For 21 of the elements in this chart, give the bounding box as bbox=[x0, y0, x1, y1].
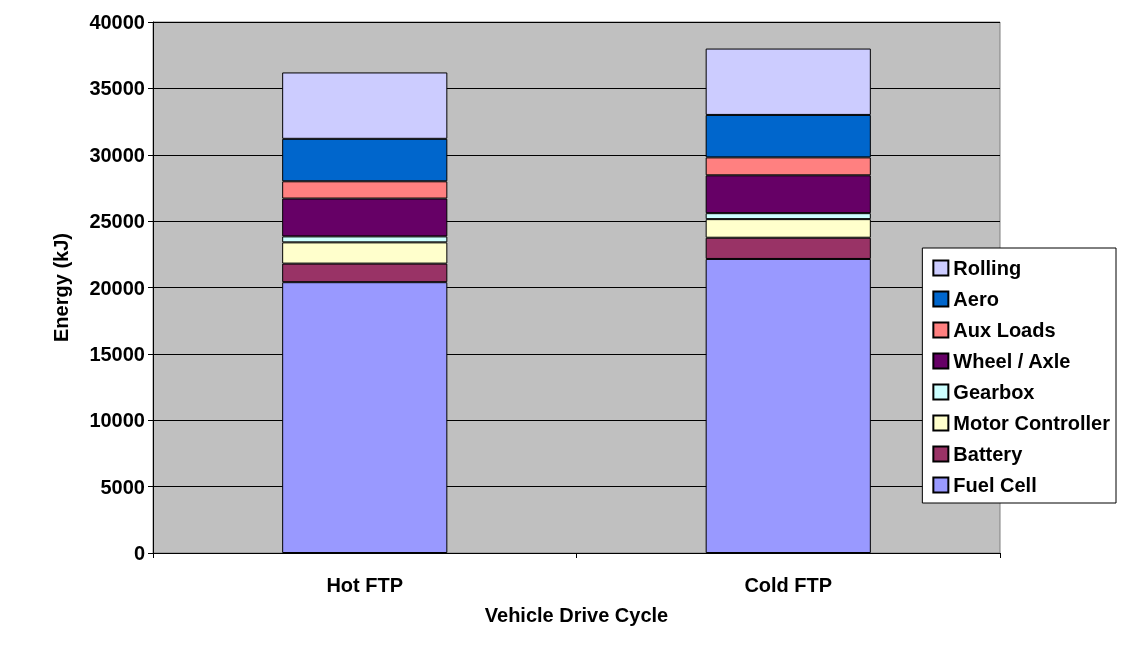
y-axis-title: Energy (kJ) bbox=[50, 233, 72, 342]
y-tick-label: 5000 bbox=[100, 475, 145, 498]
y-tick-label: 15000 bbox=[89, 342, 145, 365]
y-tick-label: 40000 bbox=[89, 11, 145, 33]
y-tick-label: 0 bbox=[133, 542, 145, 564]
legend-label: Aero bbox=[953, 288, 999, 310]
x-tick-label: Hot FTP bbox=[326, 574, 404, 596]
x-axis-title: Vehicle Drive Cycle bbox=[484, 604, 669, 626]
legend-label: Gearbox bbox=[953, 381, 1035, 403]
y-tick-label: 25000 bbox=[89, 210, 145, 233]
y-tick-label: 30000 bbox=[89, 143, 145, 166]
legend-label: Rolling bbox=[953, 257, 1022, 279]
x-tick-label: Cold FTP bbox=[744, 574, 833, 596]
y-tick-label: 20000 bbox=[89, 276, 145, 299]
legend-label: Wheel / Axle bbox=[953, 350, 1071, 372]
legend-label: Motor Controller bbox=[953, 412, 1111, 434]
legend-label: Aux Loads bbox=[953, 319, 1056, 341]
legend-label: Battery bbox=[953, 443, 1024, 465]
legend-label: Fuel Cell bbox=[953, 474, 1037, 496]
y-tick-label: 10000 bbox=[89, 409, 145, 432]
y-tick-label: 35000 bbox=[89, 77, 145, 100]
